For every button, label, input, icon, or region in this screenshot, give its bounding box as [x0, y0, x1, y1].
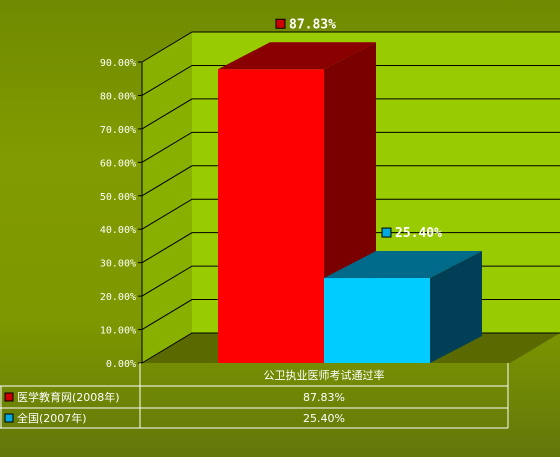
data-label: 25.40% [395, 226, 442, 241]
y-tick-label: 20.00% [100, 292, 136, 303]
y-tick-label: 40.00% [100, 225, 136, 236]
data-label-marker [275, 18, 286, 29]
data-labels: 87.83% 25.40% [275, 17, 442, 241]
gridline [141, 98, 560, 130]
y-tick-label: 0.00% [106, 359, 136, 370]
legend-key [4, 392, 14, 402]
legend-entry: 医学教育网(2008年) [17, 390, 120, 404]
y-tick-label: 80.00% [100, 91, 136, 102]
side-wall [142, 32, 192, 363]
gridline [141, 165, 560, 197]
bar [324, 251, 482, 363]
gridline [141, 232, 560, 264]
gridline [141, 64, 560, 96]
y-tick-label: 90.00% [100, 58, 136, 69]
bar-side [430, 251, 482, 363]
table-value: 87.83% [303, 391, 345, 404]
y-tick-label: 30.00% [100, 259, 136, 270]
gridline [141, 31, 560, 63]
y-tick-label: 70.00% [100, 125, 136, 136]
legend-entry: 全国(2007年) [17, 411, 87, 425]
bar-front [324, 278, 430, 363]
gridlines [141, 31, 560, 364]
y-axis: 0.00% 10.00% 20.00% 30.00% 40.00% 50.00% 60.00… [100, 58, 143, 370]
y-tick-label: 60.00% [100, 158, 136, 169]
bar-top [218, 42, 376, 70]
y-tick-label: 10.00% [100, 326, 136, 337]
data-label: 87.83% [289, 17, 336, 32]
bars [218, 42, 482, 363]
bar-top [324, 251, 482, 279]
category-label: 公卫执业医师考试通过率 [264, 368, 385, 382]
legend-key [4, 413, 14, 423]
y-tick-label: 50.00% [100, 192, 136, 203]
gridline [141, 198, 560, 230]
gridline [141, 131, 560, 163]
bar-front [218, 69, 324, 363]
table-value: 25.40% [303, 412, 345, 425]
data-label-marker [381, 227, 392, 238]
